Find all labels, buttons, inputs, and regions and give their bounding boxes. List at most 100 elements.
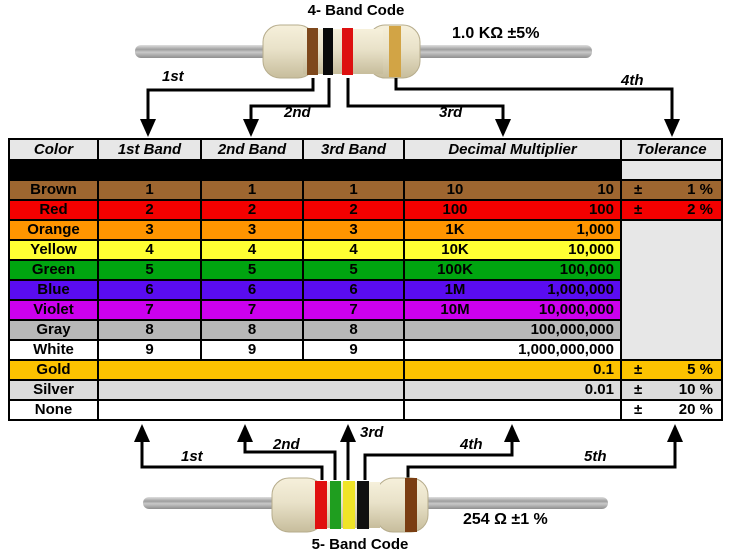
band3-value: 2 bbox=[302, 199, 405, 221]
band3-value: 0 bbox=[302, 159, 405, 181]
multiplier-cell: 100,000,000 bbox=[403, 319, 622, 341]
color-name: Brown bbox=[8, 179, 99, 201]
header-tolerance: Tolerance bbox=[620, 138, 723, 161]
bottom-body-right-cap bbox=[375, 477, 429, 533]
band2-value: 9 bbox=[200, 339, 304, 361]
multiplier-short: 100 bbox=[442, 201, 468, 218]
plus-minus-sign: ± bbox=[634, 381, 643, 398]
multiplier-full: 100,000,000 bbox=[530, 321, 614, 338]
top-arrow-label-3rd: 3rd bbox=[439, 104, 463, 121]
color-name: Red bbox=[8, 199, 99, 221]
multiplier-cell bbox=[403, 399, 622, 421]
table-row-none: None ±20 % bbox=[8, 399, 723, 421]
tolerance-value: 5 % bbox=[687, 361, 713, 378]
bottom-resistor-value: 254 Ω ±1 % bbox=[463, 511, 548, 528]
top-band-red bbox=[342, 28, 353, 75]
multiplier-cell: 1K 1,000 bbox=[403, 219, 622, 241]
header-2nd-band: 2nd Band bbox=[200, 138, 304, 161]
tolerance-cell: ±5 % bbox=[620, 359, 723, 381]
tolerance-value: 1 % bbox=[687, 181, 713, 198]
arrow-bottom-2nd bbox=[243, 441, 337, 480]
tolerance-value: 20 % bbox=[678, 401, 713, 418]
band3-value: 7 bbox=[302, 299, 405, 321]
plus-minus-sign: ± bbox=[634, 181, 643, 198]
bands-cell-merged-empty bbox=[97, 379, 405, 401]
arrow-top-1st bbox=[146, 78, 315, 119]
bottom-resistor-graphic bbox=[143, 477, 608, 533]
multiplier-short: 10 bbox=[446, 181, 464, 198]
top-band-brown bbox=[307, 28, 318, 75]
top-arrows bbox=[146, 78, 674, 119]
multiplier-full: 1 bbox=[605, 161, 614, 178]
table-header-row: Color 1st Band 2nd Band 3rd Band Decimal… bbox=[8, 138, 723, 161]
multiplier-cell: 10 10 bbox=[403, 179, 622, 201]
table-row-brown: Brown 1 1 1 10 10 ±1 % bbox=[8, 179, 723, 201]
multiplier-short: 10K bbox=[441, 241, 469, 258]
top-arrow-label-1st: 1st bbox=[162, 68, 184, 85]
tolerance-value: 2 % bbox=[687, 201, 713, 218]
header-decimal-multiplier: Decimal Multiplier bbox=[403, 138, 622, 161]
color-name: Blue bbox=[8, 279, 99, 301]
tolerance-cell: ±20 % bbox=[620, 399, 723, 421]
multiplier-short: 1M bbox=[444, 281, 466, 298]
band2-value: 4 bbox=[200, 239, 304, 261]
band1-value: 9 bbox=[97, 339, 202, 361]
band1-value: 6 bbox=[97, 279, 202, 301]
header-3rd-band: 3rd Band bbox=[302, 138, 405, 161]
multiplier-full: 0.1 bbox=[593, 361, 614, 378]
bottom-arrowheads bbox=[134, 424, 683, 442]
color-name: None bbox=[8, 399, 99, 421]
arrow-bottom-1st bbox=[140, 441, 324, 480]
table-row-orange: Orange 3 3 3 1K 1,000 bbox=[8, 219, 723, 361]
multiplier-full: 100 bbox=[588, 201, 614, 218]
arrow-top-2nd bbox=[249, 78, 331, 119]
multiplier-short: 100K bbox=[437, 261, 473, 278]
bottom-band-green bbox=[330, 481, 341, 529]
multiplier-full: 10,000,000 bbox=[538, 301, 614, 318]
bands-cell-merged-empty bbox=[97, 399, 405, 421]
multiplier-cell: 10M 10,000,000 bbox=[403, 299, 622, 321]
top-resistor-caption: 4- Band Code bbox=[307, 2, 405, 19]
tolerance-cell: ±2 % bbox=[620, 199, 723, 221]
tolerance-cell: ±1 % bbox=[620, 179, 723, 201]
multiplier-cell: 0.1 bbox=[403, 359, 622, 381]
multiplier-cell: 1,000,000,000 bbox=[403, 339, 622, 361]
color-name: Yellow bbox=[8, 239, 99, 261]
multiplier-cell: 1M 1,000,000 bbox=[403, 279, 622, 301]
color-name: Violet bbox=[8, 299, 99, 321]
band3-value: 9 bbox=[302, 339, 405, 361]
band2-value: 3 bbox=[200, 219, 304, 241]
multiplier-full: 10 bbox=[597, 181, 614, 198]
multiplier-full: 10,000 bbox=[568, 241, 614, 258]
color-name: Orange bbox=[8, 219, 99, 241]
table-row-green: Green 5 5 5 100K 100,000 bbox=[8, 259, 722, 281]
band3-value: 3 bbox=[302, 219, 405, 241]
top-arrow-label-4th: 4th bbox=[621, 72, 644, 89]
multiplier-full: 0.01 bbox=[584, 381, 614, 398]
band2-value: 0 bbox=[200, 159, 304, 181]
band2-value: 8 bbox=[200, 319, 304, 341]
band1-value: 7 bbox=[97, 299, 202, 321]
color-name: Gray bbox=[8, 319, 99, 341]
arrow-top-4th bbox=[394, 78, 674, 119]
multiplier-full: 100,000 bbox=[559, 261, 614, 278]
multiplier-full: 1,000 bbox=[576, 221, 614, 238]
tolerance-cell-merged-empty bbox=[620, 219, 723, 361]
tolerance-cell-empty bbox=[620, 159, 723, 181]
color-name: Silver bbox=[8, 379, 99, 401]
multiplier-cell: 100 100 bbox=[403, 199, 622, 221]
band1-value: 8 bbox=[97, 319, 202, 341]
bands-cell-merged-empty bbox=[97, 359, 405, 381]
bottom-band-red bbox=[315, 481, 327, 529]
top-resistor-value: 1.0 KΩ ±5% bbox=[452, 25, 540, 42]
top-resistor-graphic bbox=[135, 24, 592, 79]
arrow-top-3rd bbox=[346, 78, 505, 119]
color-name: Gold bbox=[8, 359, 99, 381]
band2-value: 6 bbox=[200, 279, 304, 301]
plus-minus-sign: ± bbox=[634, 361, 643, 378]
table-row-yellow: Yellow 4 4 4 10K 10,000 bbox=[8, 239, 722, 261]
table-row-white: White 9 9 9 1,000,000,000 bbox=[8, 339, 722, 361]
header-1st-band: 1st Band bbox=[97, 138, 202, 161]
table-row-blue: Blue 6 6 6 1M 1,000,000 bbox=[8, 279, 722, 301]
